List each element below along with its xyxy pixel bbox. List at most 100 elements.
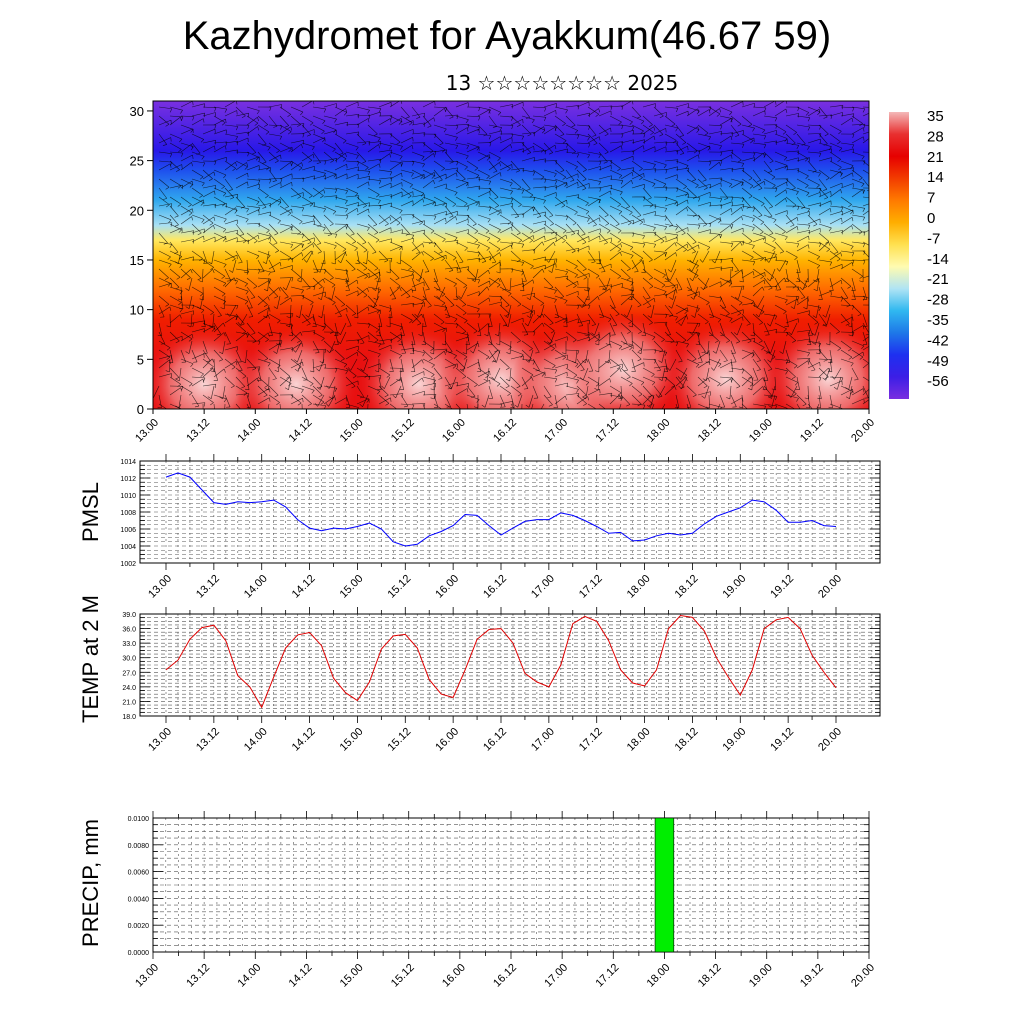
pmsl-x-tick-label: 13.12 (194, 573, 222, 601)
colorbar-label: -28 (927, 292, 949, 309)
x-tick-label: 16.00 (440, 417, 468, 445)
chart-subtitle: 13 ☆☆☆☆☆☆☆☆ 2025 (445, 71, 679, 95)
pmsl-x-tick-label: 14.12 (290, 573, 318, 601)
x-tick-label: 17.00 (542, 417, 570, 445)
colorbar-label: 35 (927, 108, 944, 125)
colorbar-label: -56 (927, 373, 949, 390)
colorbar-label: -42 (927, 332, 949, 349)
y-tick-label: 10 (130, 303, 144, 318)
pmsl-x-tick-label: 13.00 (146, 573, 174, 601)
precip-x-tick-label: 18.12 (696, 962, 724, 990)
temp-2m-y-tick-label: 33.0 (122, 641, 136, 648)
precip-y-tick-label: 0.0100 (128, 816, 150, 823)
x-tick-label: 17.12 (593, 417, 621, 445)
x-tick-label: 14.00 (235, 417, 263, 445)
colorbar-label: -49 (927, 353, 949, 370)
temp-2m-x-tick-label: 13.12 (194, 726, 222, 754)
temp-2m-x-tick-label: 16.00 (433, 726, 461, 754)
temp-2m-y-tick-label: 24.0 (122, 685, 136, 692)
pmsl-y-axis-label: PMSL (78, 482, 103, 542)
pmsl-x-tick-label: 17.00 (529, 573, 557, 601)
temp-2m-x-tick-label: 19.00 (720, 726, 748, 754)
precip-x-tick-label: 20.00 (849, 962, 877, 990)
precip-x-tick-label: 15.12 (389, 962, 417, 990)
warm-core-5 (561, 311, 686, 409)
precip-x-tick-label: 19.12 (798, 962, 826, 990)
chart-title: Kazhydromet for Ayakkum(46.67 59) (182, 14, 832, 58)
x-tick-label: 15.00 (338, 417, 366, 445)
x-tick-label: 18.12 (696, 417, 724, 445)
temp-2m-y-tick-label: 18.0 (122, 714, 136, 721)
pmsl-y-tick-label: 1012 (120, 476, 136, 483)
colorbar-label: -7 (927, 230, 940, 247)
temp-2m-x-tick-label: 19.12 (768, 726, 796, 754)
y-tick-label: 20 (130, 203, 144, 218)
colorbar-label: -35 (927, 312, 949, 329)
colorbar (889, 112, 909, 399)
temp-2m-y-tick-label: 30.0 (122, 656, 136, 663)
x-tick-label: 19.00 (747, 417, 775, 445)
precip-x-tick-label: 15.00 (338, 962, 366, 990)
precip-y-tick-label: 0.0000 (128, 950, 150, 957)
temp-2m-y-tick-label: 21.0 (122, 699, 136, 706)
pmsl-y-tick-label: 1008 (120, 510, 136, 517)
precip-y-tick-label: 0.0060 (128, 870, 150, 877)
warm-core-1 (234, 326, 359, 409)
precip-x-tick-label: 14.00 (235, 962, 263, 990)
x-tick-label: 20.00 (849, 417, 877, 445)
precip-x-tick-label: 17.00 (542, 962, 570, 990)
pmsl-x-tick-label: 18.12 (673, 573, 701, 601)
precip-x-tick-label: 16.00 (440, 962, 468, 990)
temp-2m-x-tick-label: 15.12 (385, 726, 413, 754)
colorbar-label: 0 (927, 210, 935, 227)
precip-x-tick-label: 13.00 (133, 962, 161, 990)
precip-panel: 0.0000 0.0020 0.0040 0.0060 0.0080 0.0100 13.0… (78, 811, 877, 990)
pmsl-y-tick-label: 1004 (120, 544, 136, 551)
colorbar-label: 14 (927, 169, 944, 186)
y-tick-label: 15 (130, 253, 144, 268)
colorbar-label: 28 (927, 128, 944, 145)
temp-2m-y-axis-label: TEMP at 2 M (78, 595, 103, 723)
temp-2m-x-tick-label: 16.12 (481, 726, 509, 754)
precip-x-tick-label: 16.12 (491, 962, 519, 990)
colorbar-label: 7 (927, 190, 935, 207)
y-tick-label: 0 (137, 402, 144, 417)
temp-series-line (165, 614, 837, 709)
y-tick-label: 30 (130, 104, 144, 119)
pmsl-x-tick-label: 16.00 (433, 573, 461, 601)
temp-2m-frame (139, 613, 881, 717)
temp-2m-y-tick-label: 36.0 (122, 627, 136, 634)
temp-2m-x-tick-label: 17.00 (529, 726, 557, 754)
temp-2m-panel: 18.0 21.0 24.0 27.0 30.0 33.0 36.0 39.0 13.00 13.… (78, 595, 881, 754)
temp-2m-x-tick-label: 18.12 (673, 726, 701, 754)
colorbar-label: 21 (927, 149, 944, 166)
pmsl-x-tick-label: 15.12 (385, 573, 413, 601)
x-tick-label: 15.12 (389, 417, 417, 445)
precip-x-tick-label: 17.12 (593, 962, 621, 990)
pmsl-frame (139, 460, 881, 564)
precip-x-tick-label: 14.12 (287, 962, 315, 990)
pmsl-x-tick-label: 17.12 (577, 573, 605, 601)
precip-x-tick-label: 18.00 (645, 962, 673, 990)
colorbar-label: -14 (927, 251, 949, 268)
pmsl-x-tick-label: 15.00 (338, 573, 366, 601)
precip-y-tick-label: 0.0040 (128, 896, 150, 903)
pmsl-series-line (165, 472, 837, 547)
precip-y-axis-label: PRECIP, mm (78, 819, 103, 947)
pmsl-x-tick-label: 14.00 (242, 573, 270, 601)
pmsl-y-tick-label: 1014 (120, 459, 136, 466)
precip-y-tick-label: 0.0020 (128, 923, 150, 930)
precip-x-tick-label: 19.00 (747, 962, 775, 990)
temp-2m-x-tick-label: 14.12 (290, 726, 318, 754)
temp-2m-x-tick-label: 18.00 (625, 726, 653, 754)
colorbar-label: -21 (927, 271, 949, 288)
temp-2m-x-tick-label: 13.00 (146, 726, 174, 754)
temp-2m-x-tick-label: 15.00 (338, 726, 366, 754)
x-tick-label: 16.12 (491, 417, 519, 445)
y-tick-label: 5 (137, 352, 144, 367)
x-tick-label: 13.00 (133, 417, 161, 445)
precip-bar-0 (654, 817, 675, 953)
pmsl-x-tick-label: 20.00 (816, 573, 844, 601)
x-tick-label: 18.00 (645, 417, 673, 445)
